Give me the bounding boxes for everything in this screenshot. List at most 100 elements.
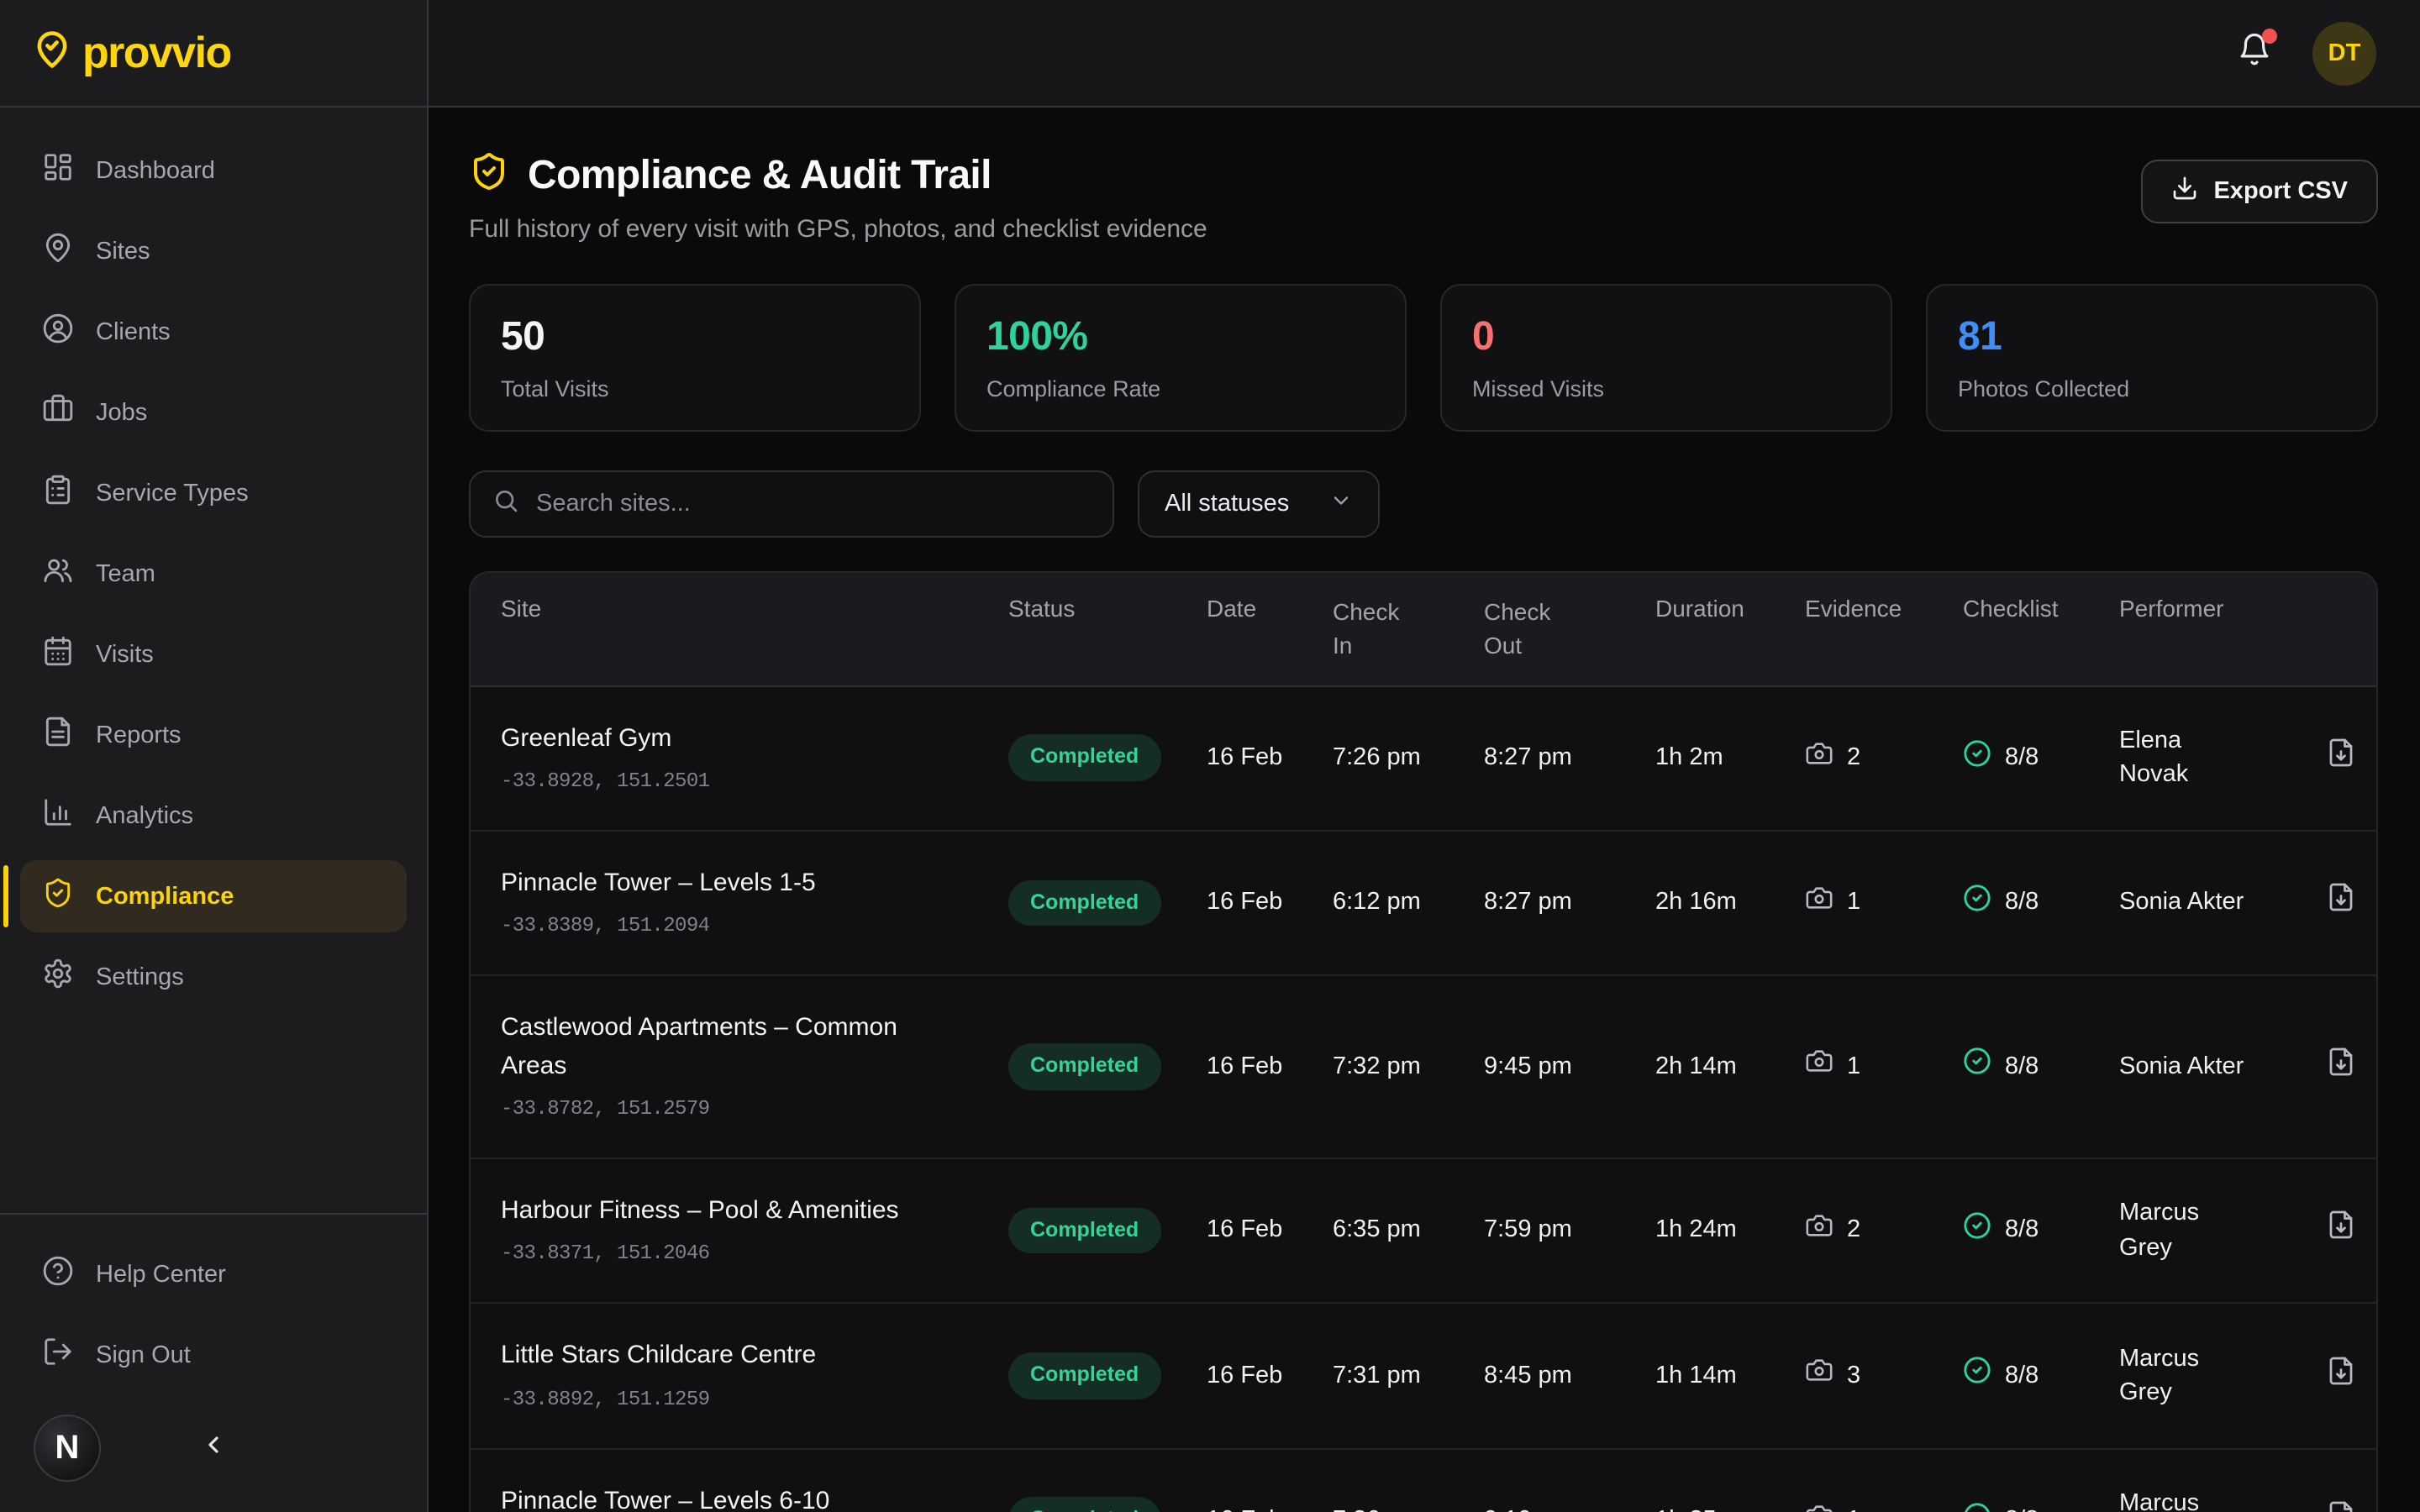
avatar[interactable]: DT <box>2312 21 2376 85</box>
check-in-cell: 6:35 pm <box>1333 1216 1421 1244</box>
stats-row: 50 Total Visits 100% Compliance Rate 0 M… <box>469 284 2378 432</box>
performer-name: Sonia Akter <box>2119 1053 2244 1080</box>
sidebar-item-settings[interactable]: Settings <box>20 941 407 1013</box>
performer-cell: Marcus Grey <box>2119 1487 2326 1512</box>
search-box[interactable] <box>469 470 1114 538</box>
site-cell: Harbour Fitness – Pool & Amenities -33.83… <box>471 1193 1008 1269</box>
performer-cell: Sonia Akter <box>2119 1050 2326 1084</box>
search-input[interactable] <box>536 491 1091 517</box>
sidebar-item-sign-out[interactable]: Sign Out <box>20 1319 407 1391</box>
col-header-site: Site <box>501 595 542 622</box>
performer-name: Sonia Akter <box>2119 889 2244 916</box>
check-in-cell: 7:36 pm <box>1333 1504 1484 1512</box>
evidence-cell: 1 <box>1805 884 1963 923</box>
check-in-cell: 6:12 pm <box>1333 889 1421 916</box>
sidebar-item-label: Team <box>96 560 155 587</box>
file-download-icon[interactable] <box>2326 738 2356 774</box>
sidebar-item-visits[interactable]: Visits <box>20 618 407 690</box>
photo-count: 2 <box>1847 1216 1861 1244</box>
site-gps-coordinates: -33.8892, 151.1259 <box>501 1387 710 1411</box>
check-out-cell: 7:59 pm <box>1484 1216 1572 1244</box>
sidebar-item-compliance[interactable]: Compliance <box>3 860 407 932</box>
briefcase-icon <box>42 393 74 432</box>
sidebar-item-reports[interactable]: Reports <box>20 699 407 771</box>
check-in-cell: 7:31 pm <box>1333 1362 1421 1389</box>
check-out-cell: 8:27 pm <box>1484 889 1572 916</box>
file-download-icon[interactable] <box>2326 884 2356 920</box>
file-download-icon[interactable] <box>2326 1357 2356 1393</box>
status-badge: Completed <box>1008 1043 1161 1090</box>
evidence-cell: 3 <box>1805 1357 1963 1396</box>
photo-count: 1 <box>1847 889 1861 916</box>
sidebar-item-label: Service Types <box>96 480 249 507</box>
log-out-icon <box>42 1336 74 1374</box>
sidebar-item-analytics[interactable]: Analytics <box>20 780 407 852</box>
sidebar-item-team[interactable]: Team <box>20 538 407 610</box>
sidebar-item-help-center[interactable]: Help Center <box>20 1238 407 1310</box>
sidebar-item-label: Sign Out <box>96 1341 191 1368</box>
evidence-cell: 1 <box>1805 1047 1963 1087</box>
file-download-icon[interactable] <box>2326 1047 2356 1084</box>
camera-icon <box>1805 1357 1833 1396</box>
status-cell: Completed <box>1008 1207 1207 1254</box>
nextjs-dev-badge[interactable]: N <box>34 1415 101 1482</box>
checklist-cell: 8/8 <box>1963 1357 2119 1396</box>
sidebar-item-label: Visits <box>96 641 154 668</box>
status-badge: Completed <box>1008 1352 1161 1399</box>
performer-cell: Sonia Akter <box>2119 886 2326 921</box>
col-header-check-in: Check In <box>1333 598 1400 659</box>
sidebar-item-label: Settings <box>96 963 184 990</box>
shield-check-icon <box>42 877 74 916</box>
duration-cell: 1h 24m <box>1655 1216 1737 1244</box>
performer-name: Marcus Grey <box>2119 1489 2200 1512</box>
status-cell: Completed <box>1008 879 1207 927</box>
table-row[interactable]: Harbour Fitness – Pool & Amenities -33.83… <box>471 1159 2376 1305</box>
notifications-button[interactable] <box>2237 28 2277 75</box>
date-cell: 16 Feb <box>1207 744 1283 772</box>
date-cell: 16 Feb <box>1207 1053 1283 1080</box>
table-row[interactable]: Pinnacle Tower – Levels 1-5 -33.8389, 151… <box>471 832 2376 977</box>
sidebar: provvio Dashboard Sites Clients Jobs Ser… <box>0 0 429 1512</box>
download-icon <box>2171 175 2198 208</box>
check-circle-icon <box>1963 1501 1991 1512</box>
topbar: DT <box>429 0 2420 108</box>
sidebar-item-jobs[interactable]: Jobs <box>20 376 407 449</box>
status-cell: Completed <box>1008 734 1207 781</box>
sidebar-item-sites[interactable]: Sites <box>20 215 407 287</box>
sidebar-bottom-row: N <box>20 1401 407 1495</box>
sidebar-item-dashboard[interactable]: Dashboard <box>20 134 407 207</box>
file-download-icon[interactable] <box>2326 1211 2356 1247</box>
status-filter-value: All statuses <box>1165 491 1290 517</box>
row-actions-cell <box>2326 1356 2376 1397</box>
stat-label: Total Visits <box>501 376 609 402</box>
date-cell: 16 Feb <box>1207 889 1283 916</box>
status-filter-dropdown[interactable]: All statuses <box>1138 470 1381 538</box>
sidebar-footer: Help Center Sign Out N <box>0 1213 427 1512</box>
duration-cell: 1h 2m <box>1655 744 1723 772</box>
table-row[interactable]: Castlewood Apartments – Common Areas -33.… <box>471 976 2376 1159</box>
checklist-cell: 8/8 <box>1963 1211 2119 1251</box>
status-cell: Completed <box>1008 1352 1207 1399</box>
table-row[interactable]: Greenleaf Gym -33.8928, 151.2501 Completed… <box>471 686 2376 832</box>
sidebar-item-service-types[interactable]: Service Types <box>20 457 407 529</box>
date-cell: 16 Feb <box>1207 1216 1283 1244</box>
site-cell: Castlewood Apartments – Common Areas -33.… <box>471 1010 1008 1124</box>
export-csv-button[interactable]: Export CSV <box>2141 160 2378 223</box>
stat-label: Missed Visits <box>1472 376 1605 402</box>
check-in-cell: 7:26 pm <box>1333 744 1421 772</box>
table-row[interactable]: Pinnacle Tower – Levels 6-10-33.8387, 15… <box>471 1449 2376 1512</box>
bell-icon <box>2237 33 2272 73</box>
check-out-cell: 9:10 pm <box>1484 1504 1655 1512</box>
status-badge: Completed <box>1008 734 1161 781</box>
row-actions-cell <box>2326 883 2376 924</box>
file-download-icon[interactable] <box>2326 1501 2356 1512</box>
site-name: Harbour Fitness – Pool & Amenities <box>501 1195 899 1225</box>
camera-icon <box>1805 1211 1833 1251</box>
sidebar-collapse-button[interactable] <box>200 1431 227 1467</box>
table-row[interactable]: Little Stars Childcare Centre -33.8892, 1… <box>471 1305 2376 1450</box>
brand-logo[interactable]: provvio <box>0 0 427 108</box>
col-header-check-out: Check Out <box>1484 598 1551 659</box>
map-pin-icon <box>42 232 74 270</box>
sidebar-item-clients[interactable]: Clients <box>20 296 407 368</box>
